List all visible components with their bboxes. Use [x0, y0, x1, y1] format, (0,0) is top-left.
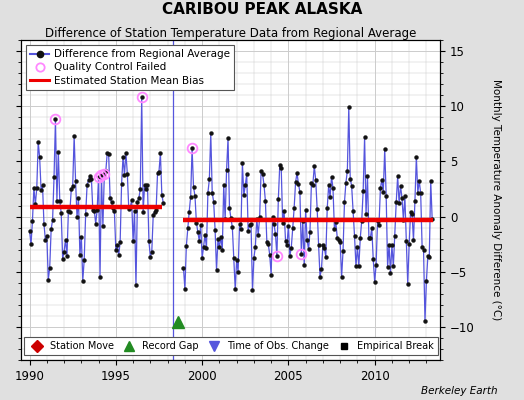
Text: CARIBOU PEAK ALASKA: CARIBOU PEAK ALASKA [162, 2, 362, 17]
Text: Berkeley Earth: Berkeley Earth [421, 386, 498, 396]
Title: Difference of Station Temperature Data from Regional Average: Difference of Station Temperature Data f… [45, 27, 416, 40]
Y-axis label: Monthly Temperature Anomaly Difference (°C): Monthly Temperature Anomaly Difference (… [492, 79, 501, 321]
Legend: Station Move, Record Gap, Time of Obs. Change, Empirical Break: Station Move, Record Gap, Time of Obs. C… [24, 337, 438, 355]
